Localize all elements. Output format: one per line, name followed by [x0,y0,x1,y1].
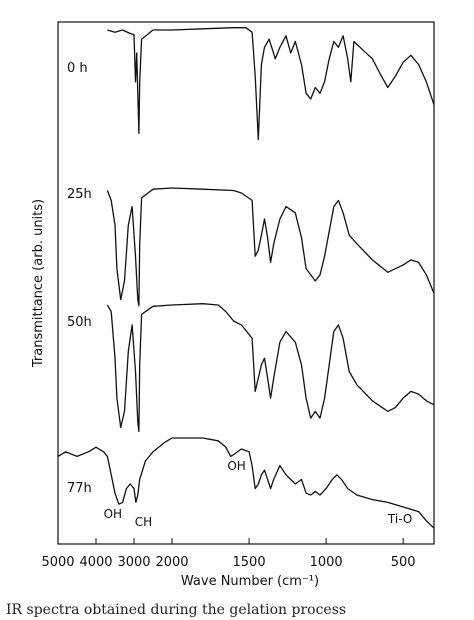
spectrum-line-1 [107,27,435,140]
x-axis-title: Wave Number (cm⁻¹) [181,574,319,589]
spectra-group: 0 h 25h 50h 77h [57,27,435,529]
spectrum-line-3 [106,303,435,433]
x-axis-ticks: 5000 4000 3000 2000 1500 1000 500 [41,538,416,570]
x-tick-label-1000: 1000 [310,555,343,570]
x-tick-label-1500: 1500 [233,555,266,570]
x-tick-label-4000: 4000 [79,555,112,570]
annotation-1: OH [104,507,122,521]
x-tick-label-500: 500 [391,555,416,570]
y-axis-title: Transmittance (arb. units) [31,199,46,368]
series-label-4: 77h [67,481,92,496]
x-tick-label-2000: 2000 [155,555,188,570]
annotation-3: OH [227,459,245,473]
annotations-group: OH CH OH Ti-O [104,459,413,529]
spectrum-line-4 [57,437,435,529]
series-label-2: 25h [67,187,92,202]
annotation-2: CH [135,515,152,529]
x-tick-label-5000: 5000 [41,555,74,570]
plot-frame [57,21,435,545]
series-label-3: 50h [67,315,92,330]
spectrum-line-2 [106,187,435,307]
series-label-1: 0 h [67,61,88,76]
annotation-4: Ti-O [387,512,412,526]
figure-caption-fragment: IR spectra obtained during the gelation … [6,602,346,618]
x-tick-label-3000: 3000 [117,555,150,570]
